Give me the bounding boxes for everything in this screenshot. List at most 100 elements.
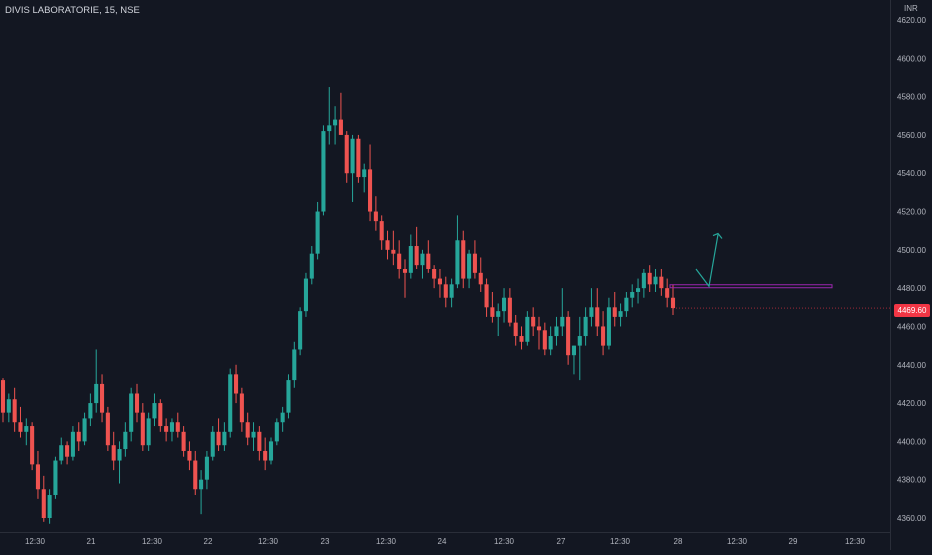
candle-body [670,297,676,309]
candle-body [548,336,553,350]
x-tick-label: 22 [204,537,213,546]
candle-body [18,422,23,432]
candle-body [53,460,58,496]
candle-body [338,119,343,135]
candle-body [373,211,378,222]
currency-label: INR [904,4,918,13]
candle-body [175,422,180,432]
candle-body [204,456,209,480]
candle-body [344,134,349,174]
candle-body [647,272,652,285]
candle-body [525,316,530,342]
y-tick-label: 4360.00 [897,514,926,523]
candle-body [327,125,332,132]
candle-body [624,297,629,312]
candle-body [496,311,501,317]
x-tick-label: 12:30 [376,537,397,546]
x-tick-label: 21 [87,537,96,546]
candle-body [280,412,285,423]
y-tick-label: 4420.00 [897,399,926,408]
candle-body [303,278,308,312]
candle-body [653,276,658,285]
y-tick-label: 4500.00 [897,246,926,255]
candle-body [333,119,338,126]
candle-body [560,316,565,327]
candle-body [117,449,122,461]
x-tick-label: 12:30 [25,537,46,546]
candle-body [402,269,408,273]
candle-body [105,412,110,446]
candle-body [484,284,489,308]
candle-body [222,431,227,446]
x-tick-label: 24 [438,537,447,546]
candle-body [164,426,169,432]
projection-arrow-head [712,232,723,239]
candle-body [379,221,384,241]
candle-body [589,307,594,317]
candle-body [618,311,623,317]
candle-body [449,284,454,298]
symbol-title: DIVIS LABORATORIE, 15, NSE [5,5,140,16]
y-tick-label: 4440.00 [897,361,926,370]
candle-body [467,253,472,279]
candle-body [461,240,466,279]
x-tick-label: 12:30 [258,537,279,546]
x-tick-label: 12:30 [727,537,748,546]
candle-body [70,431,75,457]
candle-body [35,464,40,490]
candle-body [391,249,396,254]
candle-body [507,297,512,323]
candle-body [47,495,52,518]
candle-body [210,431,215,457]
candle-body [251,431,256,438]
candle-body [88,403,93,419]
projection-arrow-line [695,234,719,288]
y-tick-label: 4540.00 [897,169,926,178]
candle-body [478,272,483,285]
candle-body [228,374,233,432]
candle-body [472,253,477,273]
candle-body [146,418,151,446]
y-tick-label: 4520.00 [897,208,926,217]
candle-body [298,311,303,350]
candle-body [601,326,606,346]
candle-body [583,316,588,337]
candle-body [100,383,105,413]
candle-body [432,269,437,279]
candle-body [502,297,507,312]
candle-body [234,374,239,394]
y-tick-label: 4400.00 [897,437,926,446]
candle-body [321,131,326,212]
candle-body [606,307,611,346]
candle-body [140,412,145,446]
candle-body [158,403,163,427]
y-tick-label: 4580.00 [897,93,926,102]
candle-body [0,380,6,413]
candle-body [420,253,425,266]
candle-body [455,240,460,285]
x-tick-label: 12:30 [142,537,163,546]
candle-body [630,291,635,298]
candle-body [82,418,87,442]
candle-body [30,426,35,465]
candle-body [531,316,536,327]
candle-body [216,431,221,446]
candle-body [571,345,576,356]
candle-body [542,330,547,350]
candle-body [397,253,402,269]
candle-body [309,253,314,279]
candle-body [426,253,431,269]
candle-body [595,307,600,327]
candle-body [519,336,524,342]
candle-body [659,276,664,289]
candle-body [566,316,571,356]
x-tick-label: 12:30 [845,537,866,546]
y-tick-label: 4620.00 [897,16,926,25]
candle-body [286,380,291,413]
horizontal-level-line [669,284,833,289]
candle-body [612,307,617,317]
candle-body [362,169,367,178]
candle-body [356,138,361,178]
